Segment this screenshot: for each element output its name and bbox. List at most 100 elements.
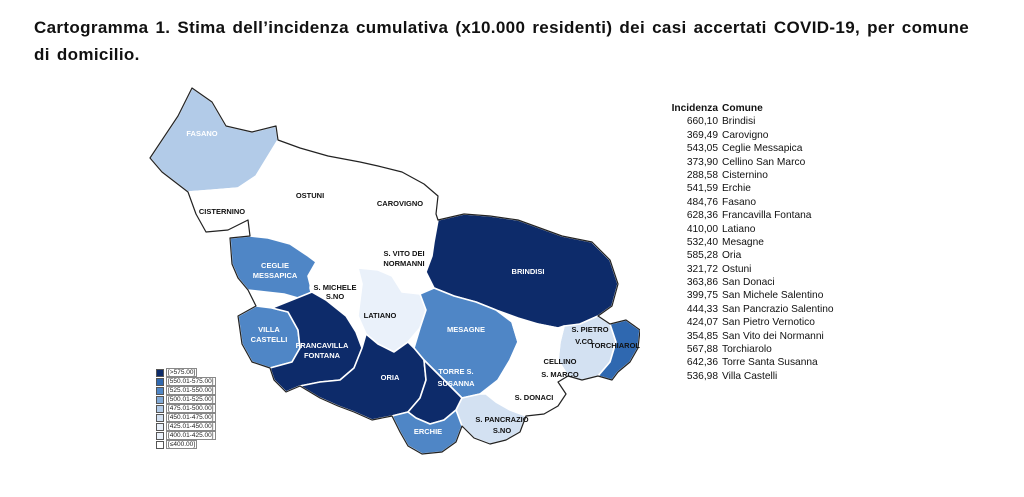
incidenza-value: 424,07 bbox=[686, 317, 718, 329]
label-spietro-2: V.CO bbox=[575, 337, 593, 346]
legend-swatch bbox=[156, 386, 164, 395]
incidenza-value: 354,85 bbox=[686, 330, 718, 342]
legend-item: [400.01-425.00] bbox=[156, 430, 216, 441]
label-latiano: LATIANO bbox=[364, 311, 397, 320]
legend-swatch bbox=[156, 404, 164, 413]
incidenza-value: 541,59 bbox=[686, 183, 718, 195]
province-outline bbox=[149, 87, 640, 455]
comune-name: Torchiarolo bbox=[722, 344, 772, 356]
header-incidenza: Incidenza bbox=[671, 103, 718, 114]
table-body: 660,10 Brindisi 369,49 Carovigno 543,05 Cegli… bbox=[662, 115, 922, 383]
comune-name: Francavilla Fontana bbox=[722, 210, 812, 222]
region-latiano[interactable] bbox=[357, 267, 427, 353]
label-mesagne: MESAGNE bbox=[447, 325, 485, 334]
comune-name: Villa Castelli bbox=[722, 370, 778, 382]
label-oria: ORIA bbox=[381, 373, 400, 382]
legend-item: [500.01-525.00] bbox=[156, 394, 216, 405]
table-row: 444,33 San Pancrazio Salentino bbox=[662, 303, 922, 316]
label-torre-2: SUSANNA bbox=[437, 379, 475, 388]
table-row: 541,59 Erchie bbox=[662, 182, 922, 195]
label-svito-2: NORMANNI bbox=[383, 259, 424, 268]
table-row: 567,88 Torchiarolo bbox=[662, 343, 922, 356]
label-francavilla-1: FRANCAVILLA bbox=[296, 341, 349, 350]
table-row: 628,36 Francavilla Fontana bbox=[662, 209, 922, 222]
comune-name: Brindisi bbox=[722, 116, 756, 128]
legend-swatch bbox=[156, 413, 164, 422]
table-row: 410,00 Latiano bbox=[662, 223, 922, 236]
label-francavilla-2: FONTANA bbox=[304, 351, 341, 360]
legend-item: [475.01-500.00] bbox=[156, 403, 216, 414]
incidenza-value: 399,75 bbox=[686, 290, 718, 302]
table-row: 321,72 Ostuni bbox=[662, 263, 922, 276]
comune-name: San Michele Salentino bbox=[722, 290, 824, 302]
table-row: 363,86 San Donaci bbox=[662, 276, 922, 289]
label-fasano: FASANO bbox=[186, 129, 217, 138]
comune-name: San Pietro Vernotico bbox=[722, 317, 815, 329]
header-comune: Comune bbox=[722, 103, 763, 114]
label-torre-1: TORRE S. bbox=[438, 367, 473, 376]
choropleth-map: FASANO CISTERNINO OSTUNI CAROVIGNO CEGLI… bbox=[140, 80, 640, 470]
legend-item: [≤400.00] bbox=[156, 439, 216, 450]
incidenza-value: 484,76 bbox=[686, 196, 718, 208]
incidenza-value: 628,36 bbox=[686, 210, 718, 222]
label-villa-2: CASTELLI bbox=[251, 335, 288, 344]
map-svg: FASANO CISTERNINO OSTUNI CAROVIGNO CEGLI… bbox=[149, 87, 640, 455]
legend-item: [525.01-550.00] bbox=[156, 385, 216, 396]
legend-swatch bbox=[156, 395, 164, 404]
legend-swatch bbox=[156, 368, 164, 377]
incidenza-value: 536,98 bbox=[686, 370, 718, 382]
label-cellino-2: S. MARCO bbox=[541, 370, 579, 379]
comune-name: Oria bbox=[722, 250, 742, 262]
label-villa-1: VILLA bbox=[258, 325, 280, 334]
legend-swatch bbox=[156, 422, 164, 431]
table-row: 660,10 Brindisi bbox=[662, 115, 922, 128]
table-row: 532,40 Mesagne bbox=[662, 236, 922, 249]
incidenza-value: 410,00 bbox=[686, 223, 718, 235]
table-row: 354,85 San Vito dei Normanni bbox=[662, 330, 922, 343]
comune-name: Latiano bbox=[722, 223, 756, 235]
legend-item: [550.01-575.00] bbox=[156, 376, 216, 387]
table-row: 369,49 Carovigno bbox=[662, 129, 922, 142]
table-row: 536,98 Villa Castelli bbox=[662, 370, 922, 383]
comune-name: Cellino San Marco bbox=[722, 156, 806, 168]
label-spancrazio-1: S. PANCRAZIO bbox=[475, 415, 528, 424]
table-row: 399,75 San Michele Salentino bbox=[662, 289, 922, 302]
comune-name: Erchie bbox=[722, 183, 751, 195]
comune-name: San Pancrazio Salentino bbox=[722, 303, 834, 315]
legend-swatch bbox=[156, 431, 164, 440]
map-legend: [>575.00] [550.01-575.00] [525.01-550.00][… bbox=[156, 367, 216, 450]
comune-name: San Vito dei Normanni bbox=[722, 330, 824, 342]
table-row: 642,36 Torre Santa Susanna bbox=[662, 356, 922, 369]
incidenza-value: 373,90 bbox=[686, 156, 718, 168]
legend-swatch bbox=[156, 377, 164, 386]
label-sdonaci: S. DONACI bbox=[515, 393, 554, 402]
region-mesagne[interactable] bbox=[413, 287, 519, 399]
label-smichele-2: S.NO bbox=[326, 292, 345, 301]
incidenza-value: 444,33 bbox=[686, 303, 718, 315]
comune-name: San Donaci bbox=[722, 277, 775, 289]
label-cisternino: CISTERNINO bbox=[199, 207, 245, 216]
incidenza-value: 543,05 bbox=[686, 143, 718, 155]
comune-name: Fasano bbox=[722, 196, 756, 208]
incidenza-value: 369,49 bbox=[686, 129, 718, 141]
label-brindisi: BRINDISI bbox=[512, 267, 545, 276]
incidenza-value: 363,86 bbox=[686, 277, 718, 289]
comune-name: Ceglie Messapica bbox=[722, 143, 803, 155]
legend-swatch bbox=[156, 440, 164, 449]
label-carovigno: CAROVIGNO bbox=[377, 199, 423, 208]
incidenza-value: 288,58 bbox=[686, 169, 718, 181]
comune-name: Carovigno bbox=[722, 129, 769, 141]
incidenza-value: 585,28 bbox=[686, 250, 718, 262]
table-row: 288,58 Cisternino bbox=[662, 169, 922, 182]
label-smichele-1: S. MICHELE bbox=[314, 283, 357, 292]
label-svito-1: S. VITO DEI bbox=[383, 249, 424, 258]
label-ceglie-1: CEGLIE bbox=[261, 261, 289, 270]
comune-name: Ostuni bbox=[722, 263, 752, 275]
incidenza-value: 532,40 bbox=[686, 236, 718, 248]
table-row: 424,07 San Pietro Vernotico bbox=[662, 316, 922, 329]
table-row: 585,28 Oria bbox=[662, 249, 922, 262]
comune-name: Cisternino bbox=[722, 169, 768, 181]
label-spietro-1: S. PIETRO bbox=[571, 325, 608, 334]
label-ostuni: OSTUNI bbox=[296, 191, 324, 200]
label-spancrazio-2: S.NO bbox=[493, 426, 512, 435]
